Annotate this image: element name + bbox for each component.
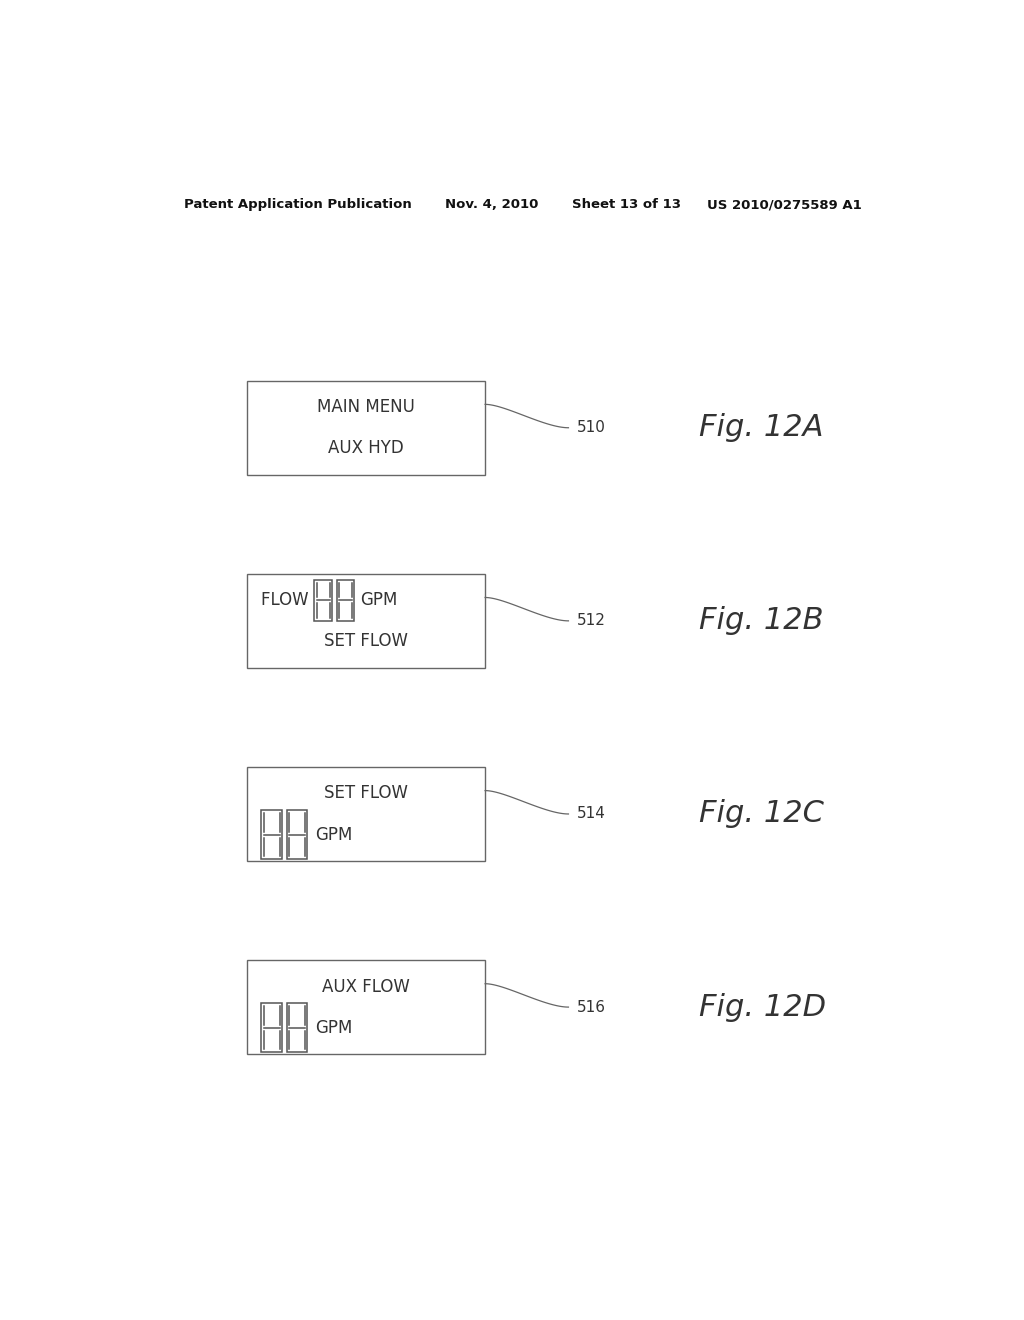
Text: FLOW: FLOW — [261, 591, 314, 610]
Text: Nov. 4, 2010: Nov. 4, 2010 — [445, 198, 539, 211]
Bar — [287, 1003, 307, 1052]
Bar — [287, 810, 307, 859]
Bar — [247, 961, 485, 1053]
Text: MAIN MENU: MAIN MENU — [317, 399, 415, 416]
Bar — [247, 574, 485, 668]
Text: Fig. 12A: Fig. 12A — [699, 413, 824, 442]
Bar — [261, 810, 282, 859]
Text: SET FLOW: SET FLOW — [324, 784, 409, 803]
Text: GPM: GPM — [360, 591, 398, 610]
Bar — [261, 1003, 282, 1052]
Text: 512: 512 — [577, 614, 605, 628]
Text: 510: 510 — [577, 420, 605, 436]
Text: AUX HYD: AUX HYD — [329, 440, 403, 457]
Text: SET FLOW: SET FLOW — [324, 632, 409, 651]
Bar — [314, 579, 332, 620]
Text: GPM: GPM — [315, 825, 352, 843]
Text: 514: 514 — [577, 807, 605, 821]
Text: AUX FLOW: AUX FLOW — [323, 978, 410, 995]
Text: US 2010/0275589 A1: US 2010/0275589 A1 — [708, 198, 862, 211]
Text: Patent Application Publication: Patent Application Publication — [183, 198, 412, 211]
Text: Fig. 12C: Fig. 12C — [699, 800, 824, 829]
Bar — [247, 767, 485, 861]
Text: Fig. 12D: Fig. 12D — [699, 993, 826, 1022]
Text: GPM: GPM — [315, 1019, 352, 1036]
Bar — [247, 381, 485, 474]
Text: Sheet 13 of 13: Sheet 13 of 13 — [572, 198, 681, 211]
Text: 516: 516 — [577, 999, 605, 1015]
Bar — [337, 579, 354, 620]
Text: Fig. 12B: Fig. 12B — [699, 606, 824, 635]
